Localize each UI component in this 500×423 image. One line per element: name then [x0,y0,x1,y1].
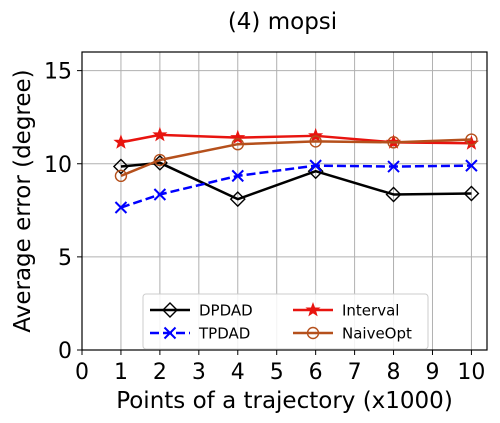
circle-marker [465,133,478,146]
series-layer [112,126,480,214]
star-marker [230,129,246,145]
legend-entry-interval: Interval [293,302,399,320]
y-tick-label: 5 [58,246,72,271]
circle-marker [114,169,128,183]
diamond-marker [151,154,168,171]
x-tick-label: 2 [153,360,167,385]
circle-marker [306,326,320,340]
legend-label: NaiveOpt [342,325,412,343]
x-tick-label: 5 [270,360,284,385]
x-marker [231,169,244,183]
circle-marker [231,137,244,151]
x-marker [114,201,128,214]
legend-box [142,293,429,350]
series-naiveopt [114,133,478,183]
circle-marker [153,153,167,167]
chart-title: (4) mopsi [228,9,337,35]
legend-entry-naiveopt: NaiveOpt [293,325,412,343]
star-marker [308,127,324,143]
star-marker [113,134,129,149]
series-interval [113,126,479,150]
legend-label: TPDAD [198,325,250,343]
legend-label: Interval [342,302,399,320]
x-tick-label: 9 [425,360,439,385]
diamond-marker [385,186,402,203]
plot-frame [81,51,488,351]
y-axis-title: Average error (degree) [10,69,36,332]
legend: DPDAD TPDAD Interval NaiveOpt [142,293,429,350]
x-tick-label: 4 [231,360,245,385]
series-line [120,138,472,178]
x-marker [465,159,478,172]
x-marker [309,159,322,172]
x-tick-label: 3 [192,360,206,385]
diamond-marker [229,191,246,208]
y-tick-label: 15 [44,60,72,85]
y-tick-label: 0 [58,339,72,364]
diamond-marker [112,158,129,175]
series-line [120,164,472,209]
x-marker [163,326,177,340]
diamond-marker [463,185,480,202]
star-marker [152,126,168,142]
x-tick-label: 10 [457,360,485,385]
x-tick-label: 6 [309,360,323,385]
legend-entry-tpdad: TPDAD [150,325,250,343]
x-axis-title: Points of a trajectory (x1000) [116,388,453,414]
x-tick-label: 7 [348,360,362,385]
diamond-marker [162,302,178,318]
x-marker [387,160,400,173]
circle-marker [387,136,400,149]
x-tick-label: 1 [114,360,128,385]
y-tick-label: 10 [44,153,72,178]
legend-label: DPDAD [199,302,253,320]
legend-entry-dpdad: DPDAD [150,302,253,320]
series-tpdad [114,159,478,214]
star-marker [305,302,321,317]
x-tick-label: 8 [387,360,401,385]
series-line [120,161,472,201]
x-marker [153,188,167,201]
circle-marker [309,135,322,148]
x-tick-label: 0 [75,360,89,385]
